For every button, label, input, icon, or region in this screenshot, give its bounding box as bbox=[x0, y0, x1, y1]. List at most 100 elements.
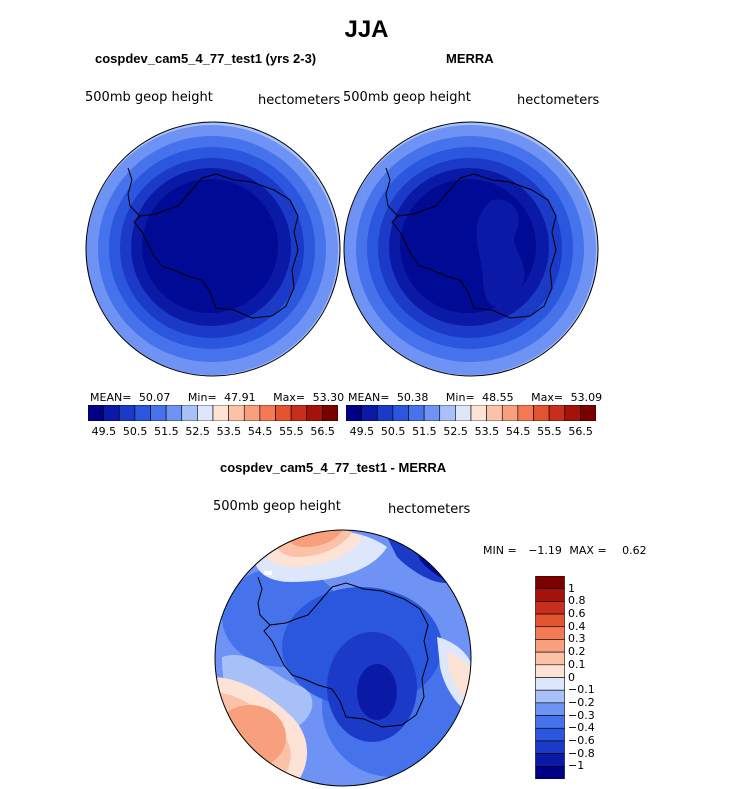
left-colorbar-tick-label: 55.5 bbox=[279, 425, 304, 438]
left-mean-label: MEAN= bbox=[90, 391, 132, 404]
left-colorbar-swatch bbox=[197, 405, 214, 421]
diff-colorbar-swatch bbox=[535, 601, 565, 615]
left-colorbar-tick-label: 54.5 bbox=[247, 425, 273, 438]
left-units-label: hectometers bbox=[258, 93, 341, 108]
right-colorbar-swatch bbox=[517, 405, 534, 421]
diff-colorbar-swatch bbox=[535, 626, 565, 640]
right-colorbar-swatch bbox=[470, 405, 487, 421]
page-title: JJA bbox=[344, 16, 389, 43]
right-colorbar-tick-label: 53.5 bbox=[474, 425, 500, 438]
right-colorbar-swatch bbox=[486, 405, 503, 421]
right-max-label: Max= bbox=[531, 391, 564, 404]
right-colorbar-swatch bbox=[439, 405, 456, 421]
diff-colorbar-swatch bbox=[535, 702, 565, 716]
left-colorbar-swatch bbox=[306, 405, 323, 421]
diff-colorbar-tick-label: 0.3 bbox=[568, 632, 586, 646]
left-colorbar-ticks: 49.5 50.5 51.5 52.5 53.5 54.5 55.5 56.5 bbox=[88, 425, 338, 439]
left-colorbar-swatch bbox=[103, 405, 120, 421]
left-colorbar-swatch bbox=[150, 405, 167, 421]
left-colorbar-tick-label: 53.5 bbox=[216, 425, 242, 438]
diff-min-label: MIN = bbox=[483, 544, 517, 557]
left-panel-subtitle: cospdev_cam5_4_77_test1 (yrs 2-3) bbox=[95, 51, 317, 66]
right-colorbar-tick-label: 49.5 bbox=[349, 425, 375, 438]
left-colorbar-swatch bbox=[322, 405, 338, 421]
diff-colorbar-swatch bbox=[535, 639, 565, 653]
left-colorbar-tick-label: 52.5 bbox=[185, 425, 210, 438]
left-colorbar-swatch bbox=[259, 405, 276, 421]
right-colorbar-tick-label: 52.5 bbox=[443, 425, 468, 438]
right-min-value: 48.55 bbox=[482, 391, 514, 404]
left-colorbar-swatch bbox=[118, 405, 136, 421]
diff-colorbar-tick-label: −0.6 bbox=[568, 733, 595, 747]
diff-colorbar-swatch bbox=[535, 588, 565, 602]
diff-colorbar-tick-label: 0.2 bbox=[568, 645, 586, 659]
right-colorbar-swatch bbox=[580, 405, 596, 421]
left-colorbar-tick-label: 51.5 bbox=[154, 425, 179, 438]
diff-colorbar-swatch bbox=[535, 576, 565, 589]
right-colorbar-swatch bbox=[455, 405, 472, 421]
left-colorbar-swatch bbox=[275, 405, 292, 421]
right-colorbar-swatch bbox=[408, 405, 425, 421]
right-colorbar-ticks: 49.5 50.5 51.5 52.5 53.5 54.5 55.5 56.5 bbox=[346, 425, 596, 439]
diff-colorbar-swatch bbox=[535, 689, 565, 704]
left-max-label: Max= bbox=[273, 391, 306, 404]
diff-polar-map bbox=[214, 529, 472, 787]
diff-colorbar-swatch bbox=[535, 753, 565, 767]
left-mean-value: 50.07 bbox=[138, 391, 171, 404]
right-colorbar-tick-label: 56.5 bbox=[568, 425, 593, 438]
right-colorbar-swatch bbox=[346, 405, 362, 421]
left-colorbar-tick-label: 56.5 bbox=[310, 425, 335, 438]
right-mean-label: MEAN= bbox=[348, 391, 390, 404]
diff-max-label: MAX = bbox=[569, 544, 607, 557]
diff-colorbar-tick-label: −0.4 bbox=[568, 721, 595, 735]
left-colorbar bbox=[88, 405, 338, 421]
diff-colorbar-tick-label: 0.1 bbox=[568, 657, 586, 671]
diff-max-value: 0.62 bbox=[622, 544, 647, 557]
diff-colorbar-tick-label: 0 bbox=[568, 670, 575, 684]
right-mean-value: 50.38 bbox=[396, 391, 429, 404]
diff-colorbar-tick-label: −0.1 bbox=[568, 683, 595, 697]
left-polar-map bbox=[85, 121, 341, 377]
diff-colorbar-swatch bbox=[535, 613, 565, 628]
right-colorbar-swatch bbox=[392, 405, 409, 421]
right-colorbar-swatch bbox=[533, 405, 550, 421]
diff-colorbar-tick-label: 1 bbox=[568, 581, 575, 595]
left-colorbar-swatch bbox=[212, 405, 229, 421]
left-colorbar-swatch bbox=[134, 405, 151, 421]
right-polar-map bbox=[343, 121, 599, 377]
left-field-label: 500mb geop height bbox=[85, 90, 213, 105]
left-colorbar-tick-label: 49.5 bbox=[91, 425, 117, 438]
left-colorbar-swatch bbox=[181, 405, 198, 421]
right-colorbar-tick-label: 50.5 bbox=[380, 425, 406, 438]
diff-colorbar-swatch bbox=[535, 664, 565, 678]
diff-colorbar-tick-label: −0.3 bbox=[568, 708, 595, 722]
left-colorbar-swatch bbox=[228, 405, 245, 421]
left-min-value: 47.91 bbox=[224, 391, 256, 404]
diff-colorbar-swatch bbox=[535, 766, 565, 779]
left-colorbar-swatch bbox=[165, 405, 183, 421]
right-colorbar-tick-label: 54.5 bbox=[505, 425, 531, 438]
right-colorbar-swatch bbox=[501, 405, 519, 421]
diff-stats: MIN = −1.19 MAX = 0.62 bbox=[483, 544, 647, 557]
diff-colorbar-swatch bbox=[535, 651, 565, 666]
left-min-label: Min= bbox=[187, 391, 217, 404]
right-colorbar-swatch bbox=[564, 405, 581, 421]
right-colorbar bbox=[346, 405, 596, 421]
right-colorbar-swatch bbox=[423, 405, 441, 421]
right-min-label: Min= bbox=[445, 391, 475, 404]
right-units-label: hectometers bbox=[517, 93, 600, 108]
right-colorbar-tick-label: 51.5 bbox=[412, 425, 437, 438]
diff-colorbar-tick-label: 0.8 bbox=[568, 594, 586, 608]
right-field-label: 500mb geop height bbox=[343, 90, 471, 105]
diff-panel-subtitle: cospdev_cam5_4_77_test1 - MERRA bbox=[220, 460, 447, 475]
diff-min-value: −1.19 bbox=[528, 544, 562, 557]
diff-colorbar-tick-label: −1 bbox=[568, 759, 585, 773]
right-inner-contour bbox=[476, 199, 525, 308]
diff-field-label: 500mb geop height bbox=[213, 499, 341, 514]
left-max-value: 53.30 bbox=[312, 391, 345, 404]
left-map-border bbox=[85, 121, 341, 377]
left-colorbar-swatch bbox=[88, 405, 104, 421]
left-stats: MEAN= 50.07 Min= 47.91 Max= 53.30 bbox=[90, 391, 344, 404]
right-stats: MEAN= 50.38 Min= 48.55 Max= 53.09 bbox=[348, 391, 602, 404]
diff-colorbar-swatch bbox=[535, 740, 565, 754]
